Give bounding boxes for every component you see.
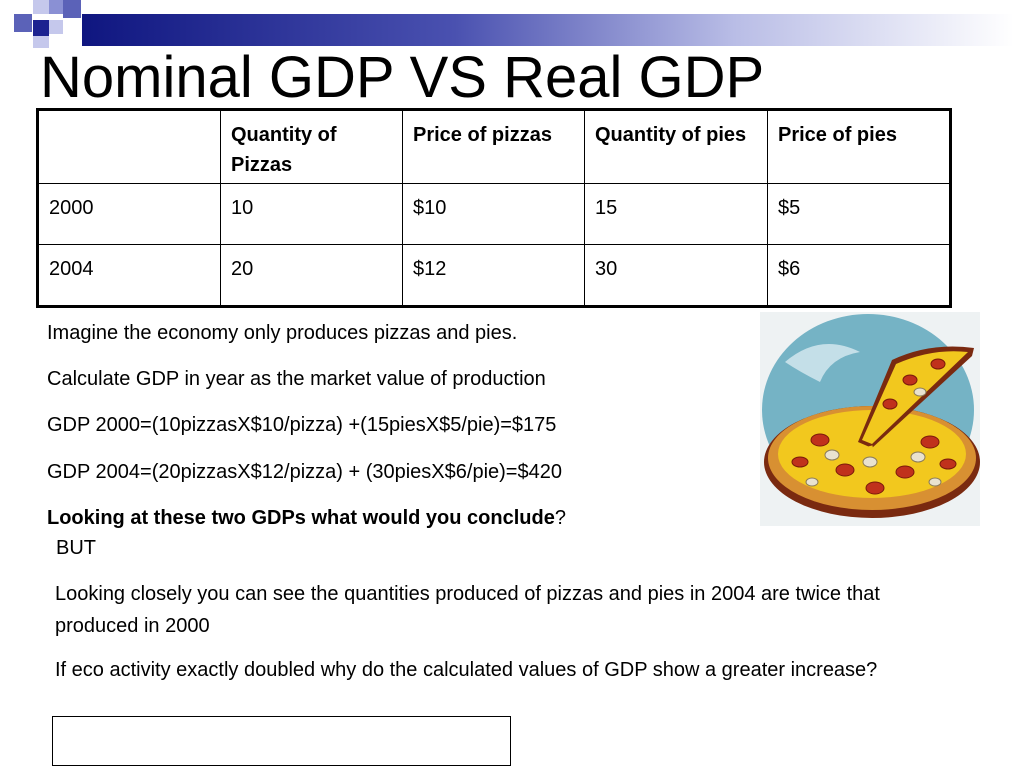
- table-header-row: Quantity of Pizzas Price of pizzas Quant…: [37, 109, 951, 184]
- table-header-cell: Price of pizzas: [402, 109, 585, 184]
- question-mark: ?: [554, 507, 566, 529]
- table-header-cell: Price of pies: [767, 109, 951, 184]
- decor-square: [63, 0, 81, 18]
- table-header-cell: Quantity of pies: [584, 109, 768, 184]
- body-text: If eco activity exactly doubled why do t…: [55, 659, 878, 681]
- table-row: 2004 20 $12 30 $6: [37, 244, 951, 307]
- table-cell: 15: [584, 183, 768, 245]
- table-row: 2000 10 $10 15 $5: [37, 183, 951, 245]
- decor-square: [14, 14, 32, 32]
- pizza-image: [760, 312, 980, 526]
- answer-box: [52, 716, 511, 766]
- body-text: GDP 2004=(20pizzasX$12/pizza) + (30piesX…: [47, 461, 562, 483]
- question-bold-text: Looking at these two GDPs what would you…: [47, 507, 555, 529]
- table-cell: 20: [220, 244, 403, 307]
- body-text: BUT: [56, 537, 96, 559]
- decor-square: [33, 36, 49, 48]
- decor-square: [33, 20, 49, 36]
- body-text: GDP 2000=(10pizzasX$10/pizza) +(15piesX$…: [47, 414, 557, 436]
- title-gradient-bar: [82, 14, 1014, 46]
- body-text: Imagine the economy only produces pizzas…: [47, 322, 518, 344]
- table-header-cell: Quantity of Pizzas: [220, 109, 403, 184]
- table-cell: 2004: [37, 244, 221, 307]
- decor-square: [33, 0, 49, 14]
- question-text: Looking at these two GDPs what would you…: [47, 502, 566, 534]
- decor-square: [49, 0, 63, 14]
- table-cell: $12: [402, 244, 585, 307]
- slide-title: Nominal GDP VS Real GDP: [40, 45, 765, 110]
- table-header-cell: [37, 109, 221, 184]
- table-cell: 10: [220, 183, 403, 245]
- decor-square: [49, 20, 63, 34]
- table-cell: $10: [402, 183, 585, 245]
- gdp-table: Quantity of Pizzas Price of pizzas Quant…: [36, 108, 952, 308]
- table-cell: $6: [767, 244, 951, 307]
- body-text: Looking closely you can see the quantiti…: [55, 583, 880, 637]
- table-cell: $5: [767, 183, 951, 245]
- table-cell: 30: [584, 244, 768, 307]
- body-text: Calculate GDP in year as the market valu…: [47, 368, 546, 390]
- table-cell: 2000: [37, 183, 221, 245]
